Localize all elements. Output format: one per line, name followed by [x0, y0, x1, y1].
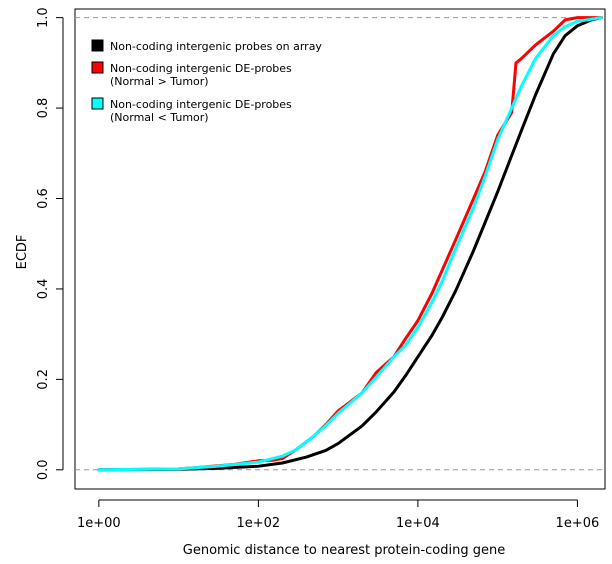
- x-tick-label-1: 1e+02: [237, 516, 281, 531]
- y-tick-label-2: 0.4: [36, 279, 51, 300]
- legend-swatch-2: [91, 97, 104, 110]
- legend: Non-coding intergenic probes on array Non…: [91, 39, 322, 124]
- reference-lines: [75, 17, 605, 471]
- x-tick-label-2: 1e+04: [396, 516, 440, 531]
- legend-swatch-0: [91, 39, 104, 52]
- x-tick-label-0: 1e+00: [77, 516, 121, 531]
- y-axis-title: ECDF: [15, 235, 30, 270]
- legend-label-0: Non-coding intergenic probes on array: [110, 40, 322, 53]
- legend-label-2-line-1: (Normal < Tumor): [110, 111, 209, 124]
- plot-frame: [74, 8, 606, 490]
- series-group: [97, 16, 603, 472]
- x-axis-title: Genomic distance to nearest protein-codi…: [183, 543, 505, 558]
- x-axis: 1e+00 1e+02 1e+04 1e+06: [77, 499, 600, 531]
- x-tick-label-3: 1e+06: [556, 516, 600, 531]
- legend-label-1-line-1: (Normal > Tumor): [110, 75, 209, 88]
- y-tick-label-3: 0.6: [36, 188, 51, 209]
- y-axis: 0.0 0.2 0.4 0.6 0.8 1.0: [36, 7, 64, 480]
- series-line-0: [97, 16, 603, 472]
- series-line-2: [97, 16, 603, 472]
- legend-label-1-line-0: Non-coding intergenic DE-probes: [110, 62, 292, 75]
- y-tick-label-1: 0.2: [36, 369, 51, 390]
- y-tick-label-0: 0.0: [36, 459, 51, 480]
- legend-label-2-line-0: Non-coding intergenic DE-probes: [110, 98, 292, 111]
- legend-swatch-1: [91, 61, 104, 74]
- y-tick-label-4: 0.8: [36, 98, 51, 119]
- y-tick-label-5: 1.0: [36, 7, 51, 28]
